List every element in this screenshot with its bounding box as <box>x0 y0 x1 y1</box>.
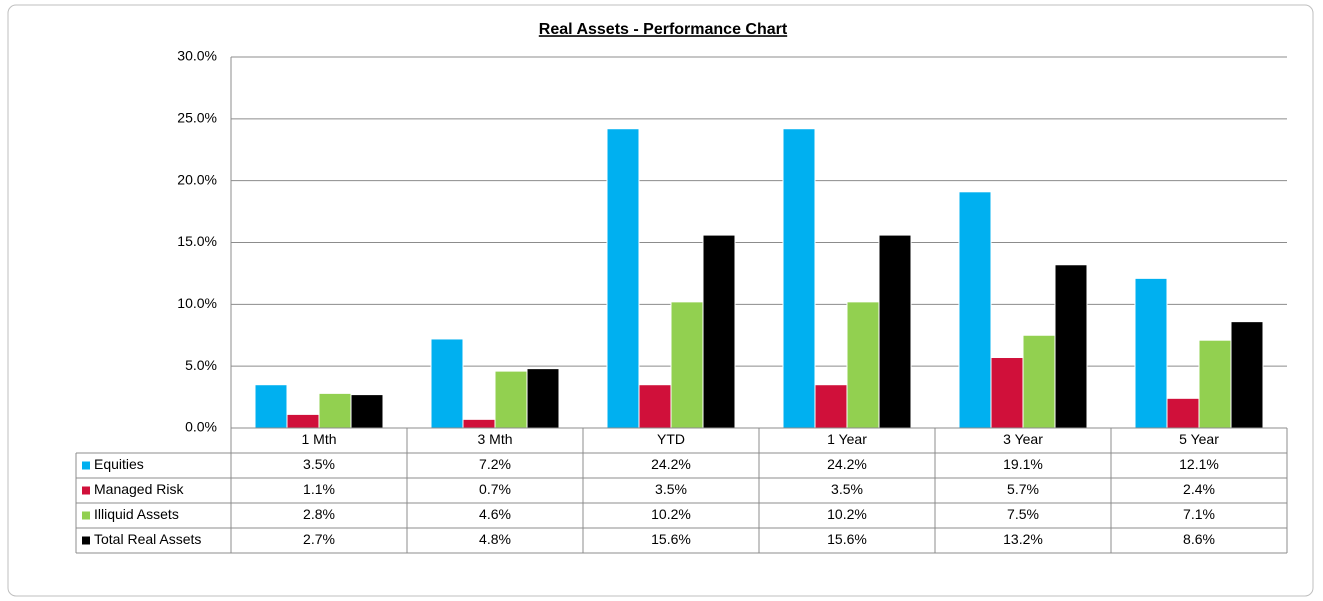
x-tick-label: 3 Year <box>1003 431 1043 447</box>
bar <box>430 338 464 429</box>
chart-frame <box>7 4 1314 597</box>
x-tick-label: 5 Year <box>1179 431 1219 447</box>
table-value: 4.8% <box>479 531 511 547</box>
x-tick-label: 1 Mth <box>301 431 336 447</box>
bar <box>350 394 384 429</box>
table-value: 24.2% <box>827 456 867 472</box>
bar <box>286 413 320 429</box>
bar <box>846 301 880 429</box>
table-value: 13.2% <box>1003 531 1043 547</box>
table-value: 7.5% <box>1007 506 1039 522</box>
table-value: 2.4% <box>1183 481 1215 497</box>
chart-title: Real Assets - Performance Chart <box>539 21 788 38</box>
table-value: 7.1% <box>1183 506 1215 522</box>
bar <box>814 384 848 429</box>
bar <box>1230 321 1264 429</box>
legend-swatch <box>82 486 90 495</box>
y-tick-label: 20.0% <box>177 171 217 187</box>
table-value: 12.1% <box>1179 456 1219 472</box>
x-tick-label: 1 Year <box>827 431 867 447</box>
table-value: 4.6% <box>479 506 511 522</box>
bar <box>958 191 992 429</box>
legend-swatch <box>82 511 90 520</box>
bar <box>318 392 352 429</box>
table-value: 7.2% <box>479 456 511 472</box>
legend-label: Managed Risk <box>94 481 184 497</box>
bar <box>638 384 672 429</box>
table-value: 2.8% <box>303 506 335 522</box>
table-value: 0.7% <box>479 481 511 497</box>
bar <box>670 301 704 429</box>
table-value: 8.6% <box>1183 531 1215 547</box>
table-value: 24.2% <box>651 456 691 472</box>
x-tick-label: YTD <box>657 431 685 447</box>
legend-label: Illiquid Assets <box>94 506 179 522</box>
bar <box>1198 339 1232 429</box>
bar <box>526 368 560 429</box>
bar <box>1134 277 1168 429</box>
table-value: 15.6% <box>651 531 691 547</box>
table-value: 1.1% <box>303 481 335 497</box>
y-tick-label: 10.0% <box>177 295 217 311</box>
legend-swatch <box>82 536 90 545</box>
bar <box>1054 264 1088 429</box>
table-value: 15.6% <box>827 531 867 547</box>
bar <box>1022 334 1056 429</box>
table-value: 19.1% <box>1003 456 1043 472</box>
bar <box>702 234 736 429</box>
legend-label: Total Real Assets <box>94 531 201 547</box>
legend-swatch <box>82 461 90 470</box>
bar <box>494 370 528 429</box>
y-tick-label: 0.0% <box>185 419 217 435</box>
table-value: 3.5% <box>655 481 687 497</box>
table-value: 3.5% <box>303 456 335 472</box>
bar <box>462 418 496 429</box>
bar <box>878 234 912 429</box>
y-tick-label: 5.0% <box>185 357 217 373</box>
y-tick-label: 25.0% <box>177 110 217 126</box>
table-value: 5.7% <box>1007 481 1039 497</box>
y-tick-label: 15.0% <box>177 233 217 249</box>
y-tick-label: 30.0% <box>177 48 217 64</box>
bar <box>1166 397 1200 429</box>
bar <box>606 128 640 429</box>
table-value: 2.7% <box>303 531 335 547</box>
table-value: 10.2% <box>651 506 691 522</box>
x-tick-label: 3 Mth <box>477 431 512 447</box>
bar <box>782 128 816 429</box>
table-value: 10.2% <box>827 506 867 522</box>
legend-label: Equities <box>94 456 144 472</box>
bar <box>990 357 1024 429</box>
bar <box>254 384 288 429</box>
table-value: 3.5% <box>831 481 863 497</box>
